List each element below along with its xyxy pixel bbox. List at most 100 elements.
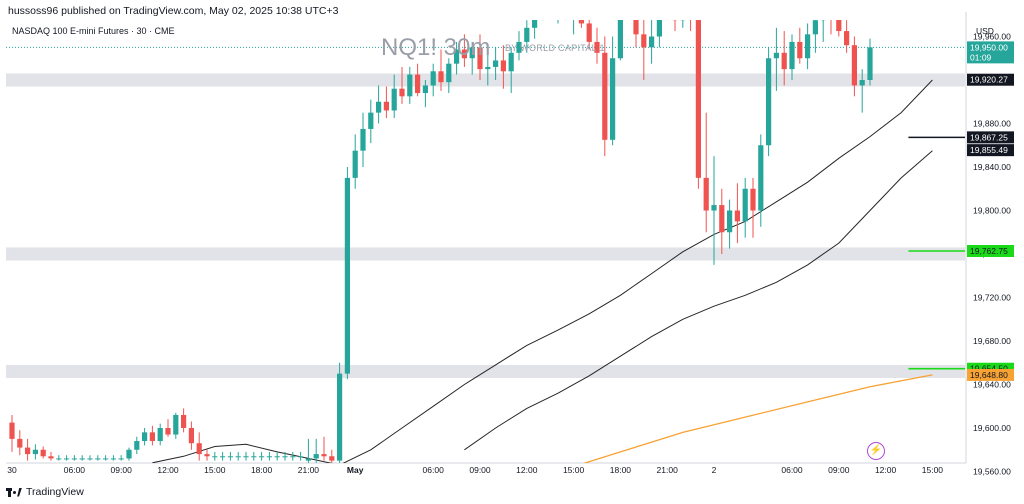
candle-body <box>656 20 662 37</box>
time-tick-label: 18:00 <box>251 465 273 475</box>
candle-body <box>461 49 467 59</box>
ma-price-tag: 19,855.49 <box>970 145 1008 155</box>
candle-body <box>789 41 795 70</box>
ma-price-tag: 19,648.80 <box>970 370 1008 380</box>
candle-body <box>500 60 506 72</box>
tradingview-logo-icon <box>6 487 22 497</box>
candle-body <box>368 112 374 129</box>
lightning-icon[interactable]: ⚡ <box>867 442 885 460</box>
candle-body <box>103 458 109 460</box>
tradingview-logo[interactable]: TradingView <box>6 486 84 498</box>
time-tick-label: 15:00 <box>204 465 226 475</box>
candle-body <box>446 63 452 83</box>
candle-body <box>181 414 187 428</box>
candle-body <box>196 443 202 455</box>
price-tick-label: 19,880.00 <box>973 119 1011 129</box>
candle-body <box>548 0 553 4</box>
candle-body <box>602 52 608 140</box>
candle-body <box>859 80 865 86</box>
candle-body <box>828 15 833 17</box>
candle-body <box>672 20 678 21</box>
author-watermark: BY WORLD CAPITAL 1 <box>505 43 605 53</box>
current-price-tag: 19,950.00 <box>970 42 1008 52</box>
ma-price-tag-box <box>967 73 1014 86</box>
time-tick-label: 12:00 <box>157 465 179 475</box>
candle-body <box>633 20 639 35</box>
candle-body <box>422 85 428 94</box>
candle-body <box>329 456 335 461</box>
candle-body <box>227 456 233 458</box>
candle-body <box>563 0 568 17</box>
level-price-tag-box <box>967 245 1014 258</box>
candle-body <box>742 188 748 222</box>
candle-body <box>64 458 70 460</box>
candle-body <box>407 74 413 97</box>
moving-average-line-3 <box>582 374 933 463</box>
candle-body <box>391 88 397 111</box>
candle-body <box>665 0 670 9</box>
candle-body <box>711 205 717 211</box>
candle-body <box>812 20 818 35</box>
candle-body <box>25 447 31 455</box>
candle-body <box>508 52 514 72</box>
symbol-description: NASDAQ 100 E-mini Futures · 30 · CME <box>12 26 175 36</box>
candle-body <box>352 150 358 178</box>
candle-body <box>235 456 241 458</box>
candle-body <box>399 88 405 97</box>
candle-body <box>79 458 85 460</box>
candle-body <box>134 441 140 450</box>
candle-body <box>617 20 623 59</box>
candle-body <box>851 45 857 86</box>
candle-body <box>290 456 296 458</box>
candle-body <box>165 428 171 435</box>
candle-body <box>48 456 54 459</box>
time-tick-label: 09:00 <box>469 465 491 475</box>
candle-body <box>703 177 709 211</box>
time-tick-label: 21:00 <box>298 465 320 475</box>
candle-body <box>454 49 460 64</box>
time-tick-label: 06:00 <box>781 465 803 475</box>
time-tick-label: 12:00 <box>875 465 897 475</box>
time-tick-label: 12:00 <box>516 465 538 475</box>
candle-body <box>805 34 811 59</box>
candle-body <box>516 41 522 53</box>
candle-body <box>844 31 850 46</box>
candle-body <box>282 456 288 458</box>
candle-body <box>95 458 101 460</box>
zone-band-4 <box>6 73 965 87</box>
candle-body <box>719 205 725 233</box>
ma-price-tag: 19,920.27 <box>970 75 1008 85</box>
candle-body <box>469 47 475 59</box>
candle-body <box>438 71 444 83</box>
candle-body <box>71 458 77 460</box>
candle-body <box>555 0 560 4</box>
candle-body <box>540 0 545 13</box>
price-tick-label: 19,840.00 <box>973 162 1011 172</box>
candle-body <box>305 458 311 461</box>
time-tick-label: May <box>347 465 364 475</box>
candle-body <box>87 458 93 460</box>
candle-body <box>383 101 389 111</box>
candle-body <box>118 458 124 460</box>
time-tick-label: 06:00 <box>64 465 86 475</box>
candle-body <box>820 20 826 21</box>
level-price-tag: 19,867.25 <box>970 132 1008 142</box>
candle-body <box>220 456 226 458</box>
time-tick-label: 2 <box>712 465 717 475</box>
price-tick-label: 19,800.00 <box>973 206 1011 216</box>
tradingview-logo-text: TradingView <box>26 486 84 498</box>
candle-body <box>773 52 779 59</box>
time-tick-label: 21:00 <box>657 465 679 475</box>
candle-body <box>578 20 584 24</box>
candle-body <box>415 74 421 94</box>
candle-body <box>586 23 592 42</box>
candle-body <box>649 36 655 48</box>
price-tick-label: 19,560.00 <box>973 467 1011 477</box>
price-tick-label: 19,960.00 <box>973 32 1011 42</box>
candle-body <box>750 188 756 211</box>
time-tick-label: 09:00 <box>828 465 850 475</box>
candle-body <box>337 373 343 461</box>
candle-body <box>641 34 647 48</box>
time-tick-label: 15:00 <box>922 465 944 475</box>
